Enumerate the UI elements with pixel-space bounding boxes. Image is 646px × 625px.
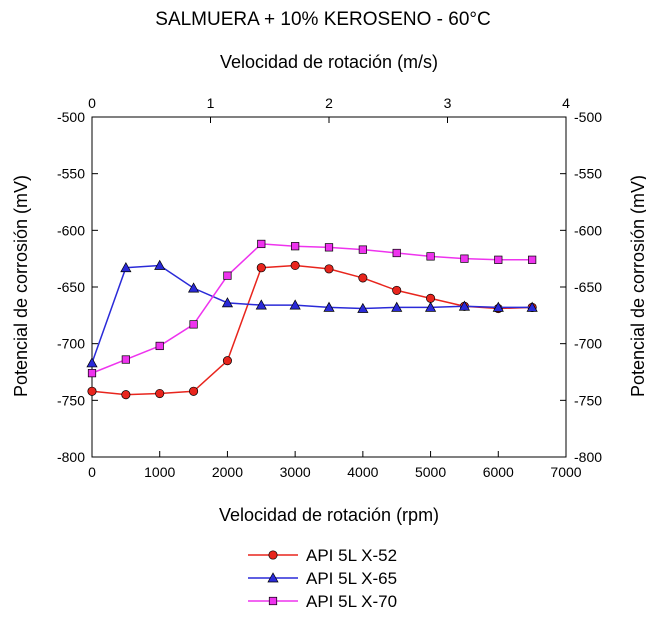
data-point <box>257 239 266 249</box>
data-point <box>121 390 131 400</box>
data-point <box>86 357 98 368</box>
legend-marker <box>268 596 278 606</box>
data-point <box>358 245 367 254</box>
legend: API 5L X-52 API 5L X-65 API 5L X-70 <box>248 546 397 611</box>
y-tick-label: -600 <box>57 222 85 238</box>
data-point <box>255 299 267 310</box>
series-1 <box>87 260 537 400</box>
x-tick-label: 4000 <box>347 464 378 480</box>
data-point <box>424 301 437 312</box>
data-point <box>494 255 503 264</box>
x-tick-label: 0 <box>88 464 96 480</box>
legend-item: API 5L X-65 <box>248 569 397 588</box>
series-line <box>91 264 533 364</box>
data-point <box>155 341 164 351</box>
data-point <box>528 255 537 264</box>
x2-tick-label: 3 <box>444 95 452 111</box>
data-point <box>426 252 435 261</box>
right-axis-title: Potencial de corrosión (mV) <box>628 175 646 397</box>
data-point <box>256 263 266 273</box>
left-axis-title: Potencial de corrosión (mV) <box>11 175 31 397</box>
data-point <box>155 388 165 399</box>
data-point <box>189 386 199 396</box>
x-tick-label: 7000 <box>550 464 581 480</box>
data-point <box>324 264 334 274</box>
series-line <box>91 264 533 396</box>
y-tick-label: -800 <box>57 449 85 465</box>
series-layer <box>86 239 538 400</box>
y2-tick-label: -800 <box>574 449 602 465</box>
data-point <box>358 273 368 283</box>
top-axis-title: Velocidad de rotación (m/s) <box>220 52 438 72</box>
series-2 <box>86 259 538 368</box>
y-tick-label: -700 <box>57 336 85 352</box>
data-point <box>460 254 469 263</box>
data-point <box>121 355 130 364</box>
series-3 <box>87 239 537 378</box>
x2-tick-label: 2 <box>325 95 333 111</box>
legend-item: API 5L X-70 <box>248 592 397 611</box>
data-point <box>289 299 301 310</box>
x-tick-label: 5000 <box>415 464 446 480</box>
y-tick-label: -750 <box>57 392 85 408</box>
x-tick-label: 6000 <box>483 464 514 480</box>
x2-tick-label: 4 <box>562 95 570 111</box>
data-point <box>458 300 471 311</box>
x-tick-label: 3000 <box>280 464 311 480</box>
data-point <box>189 320 198 329</box>
y2-tick-label: -600 <box>574 222 602 238</box>
y2-tick-label: -750 <box>574 392 602 408</box>
data-point <box>291 242 300 251</box>
data-point <box>223 271 232 280</box>
y2-tick-label: -700 <box>574 336 602 352</box>
y-tick-label: -550 <box>57 166 85 182</box>
data-point <box>187 282 200 293</box>
data-point <box>120 262 132 273</box>
data-point <box>87 369 97 378</box>
legend-marker <box>268 550 278 560</box>
data-point <box>526 301 538 312</box>
legend-item: API 5L X-52 <box>248 546 397 565</box>
data-point <box>87 386 97 396</box>
data-point <box>323 301 335 312</box>
bottom-axis-title: Velocidad de rotación (rpm) <box>219 505 439 525</box>
data-point <box>392 248 401 258</box>
y-tick-label: -500 <box>57 109 85 125</box>
y2-tick-label: -500 <box>574 109 602 125</box>
data-point <box>324 243 334 252</box>
data-point <box>391 301 403 312</box>
legend-label: API 5L X-52 <box>306 546 397 565</box>
chart-title: SALMUERA + 10% KEROSENO - 60°C <box>155 9 490 30</box>
plot-frame <box>91 116 567 458</box>
data-point <box>426 293 436 303</box>
y-tick-label: -650 <box>57 279 85 295</box>
legend-marker <box>267 572 279 583</box>
data-point <box>222 356 232 366</box>
x-tick-label: 2000 <box>212 464 243 480</box>
data-point <box>290 260 300 271</box>
series-line <box>91 243 533 374</box>
legend-label: API 5L X-65 <box>306 569 397 588</box>
data-point <box>154 259 166 270</box>
x2-tick-label: 1 <box>207 95 215 111</box>
data-point <box>492 301 504 312</box>
data-point <box>357 302 369 313</box>
y2-tick-label: -650 <box>574 279 602 295</box>
data-point <box>392 285 402 295</box>
x-tick-label: 1000 <box>144 464 175 480</box>
y2-tick-label: -550 <box>574 166 602 182</box>
x2-tick-label: 0 <box>88 95 96 111</box>
data-point <box>221 297 234 308</box>
legend-label: API 5L X-70 <box>306 592 397 611</box>
